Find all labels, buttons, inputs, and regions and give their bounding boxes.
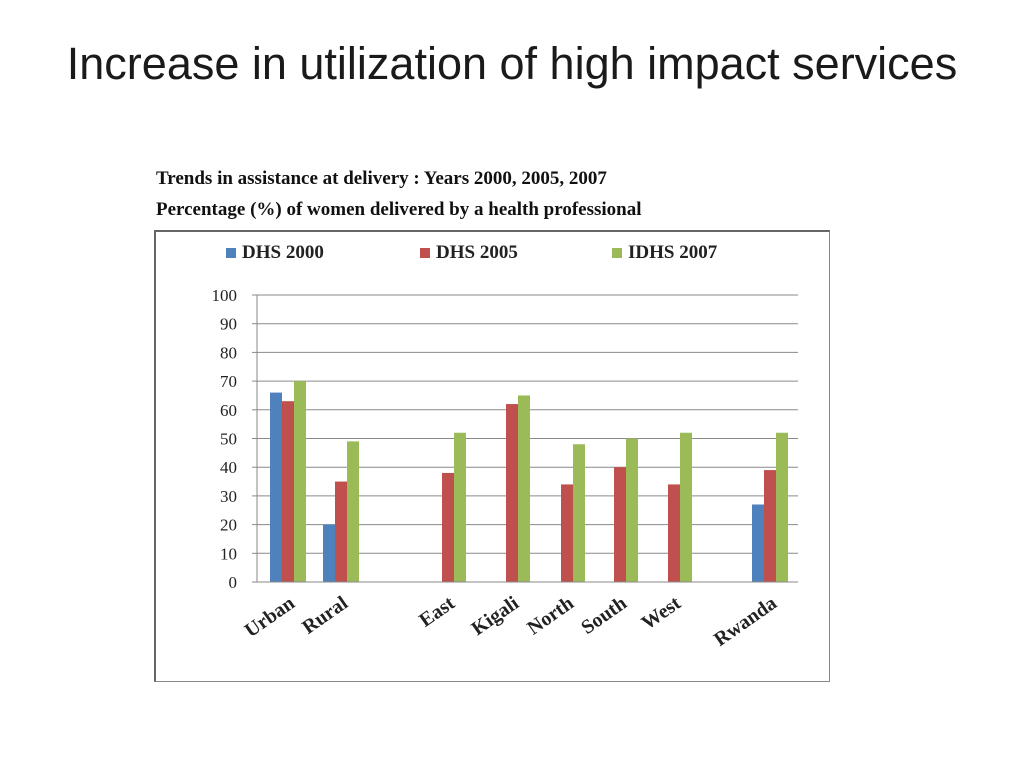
- y-tick-label-5: 50: [220, 430, 237, 449]
- bar-north-2: [573, 444, 585, 582]
- x-tick-label-west: West: [638, 592, 685, 634]
- y-tick-label-3: 30: [220, 487, 237, 506]
- bar-kigali-2: [518, 395, 530, 582]
- bar-rural-0: [323, 524, 335, 582]
- y-tick-label-9: 90: [220, 315, 237, 334]
- bar-south-1: [614, 467, 626, 582]
- x-tick-label-south: South: [577, 592, 631, 639]
- y-tick-label-1: 10: [220, 544, 237, 563]
- legend-swatch-0: [226, 248, 236, 258]
- x-tick-label-rwanda: Rwanda: [710, 592, 781, 651]
- chart-frame: DHS 2000 DHS 2005 IDHS 2007 0 10 20 30 40 50 60 7…: [154, 230, 830, 682]
- y-tick-label-7: 70: [220, 372, 237, 391]
- y-axis: 0 10 20 30 40 50 60 70 80 90 100: [212, 286, 258, 592]
- legend-swatch-1: [420, 248, 430, 258]
- bar-urban-1: [282, 401, 294, 582]
- legend-label-1: DHS 2005: [436, 242, 518, 263]
- x-axis: Urban Rural East Kigali North South West Rwanda: [241, 581, 798, 651]
- x-tick-label-kigali: Kigali: [467, 592, 523, 640]
- chart-bars: [270, 381, 788, 582]
- legend-label-2: IDHS 2007: [628, 242, 718, 263]
- bar-rural-2: [347, 441, 359, 582]
- y-tick-label-2: 20: [220, 516, 237, 535]
- caption-line-1: Trends in assistance at delivery : Years…: [156, 168, 607, 189]
- y-tick-label-6: 60: [220, 401, 237, 420]
- y-tick-label-4: 40: [220, 458, 237, 477]
- bar-east-1: [442, 472, 454, 582]
- chart-legend: DHS 2000 DHS 2005 IDHS 2007: [226, 242, 718, 263]
- slide-title: Increase in utilization of high impact s…: [66, 38, 958, 89]
- bar-rwanda-1: [764, 470, 776, 582]
- y-tick-label-10: 100: [212, 286, 238, 305]
- y-tick-label-0: 0: [229, 573, 238, 592]
- x-tick-label-north: North: [523, 592, 577, 639]
- chart-caption: Trends in assistance at delivery : Years…: [156, 163, 642, 225]
- bar-rwanda-2: [776, 432, 788, 582]
- bar-east-2: [454, 432, 466, 582]
- bar-chart: DHS 2000 DHS 2005 IDHS 2007 0 10 20 30 40 50 60 7…: [212, 242, 798, 651]
- y-tick-label-8: 80: [220, 343, 237, 362]
- bar-north-1: [561, 484, 573, 582]
- x-tick-label-rural: Rural: [298, 592, 352, 639]
- bar-urban-2: [294, 381, 306, 582]
- legend-swatch-2: [612, 248, 622, 258]
- legend-label-0: DHS 2000: [242, 242, 324, 263]
- x-tick-label-east: East: [415, 592, 459, 632]
- x-tick-label-urban: Urban: [241, 592, 299, 642]
- caption-line-2: Percentage (%) of women delivered by a h…: [156, 199, 642, 220]
- bar-west-1: [668, 484, 680, 582]
- bar-west-2: [680, 432, 692, 582]
- bar-rural-1: [335, 481, 347, 582]
- bar-south-2: [626, 438, 638, 582]
- bar-rwanda-0: [752, 504, 764, 582]
- bar-urban-0: [270, 392, 282, 582]
- bar-kigali-1: [506, 404, 518, 582]
